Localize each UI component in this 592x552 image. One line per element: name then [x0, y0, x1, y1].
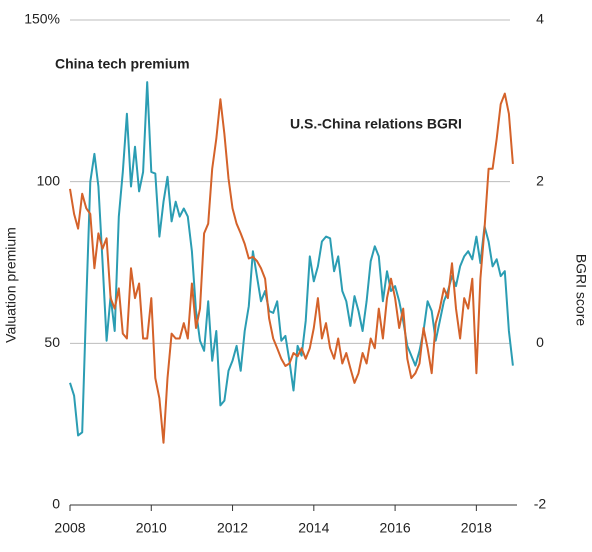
y2-tick-label: -2 [534, 496, 547, 512]
x-tick-label: 2010 [136, 520, 167, 536]
y-tick-label: 50 [44, 334, 60, 350]
x-tick-label: 2016 [380, 520, 411, 536]
series-label: China tech premium [55, 56, 190, 72]
y-tick-label: 0 [52, 496, 60, 512]
y2-tick-label: 4 [536, 11, 544, 27]
y2-axis-title: BGRI score [573, 254, 589, 327]
x-tick-label: 2014 [298, 520, 329, 536]
x-tick-label: 2018 [461, 520, 492, 536]
series-label: U.S.-China relations BGRI [290, 116, 462, 132]
x-tick-label: 2012 [217, 520, 248, 536]
y-tick-label: 150% [24, 11, 60, 27]
y2-tick-label: 0 [536, 334, 544, 350]
y2-tick-label: 2 [536, 172, 544, 188]
series-line [69, 92, 514, 444]
series-line [69, 81, 514, 437]
x-tick-label: 2008 [54, 520, 85, 536]
y-tick-label: 100 [37, 172, 61, 188]
y-axis-title: Valuation premium [3, 227, 19, 343]
